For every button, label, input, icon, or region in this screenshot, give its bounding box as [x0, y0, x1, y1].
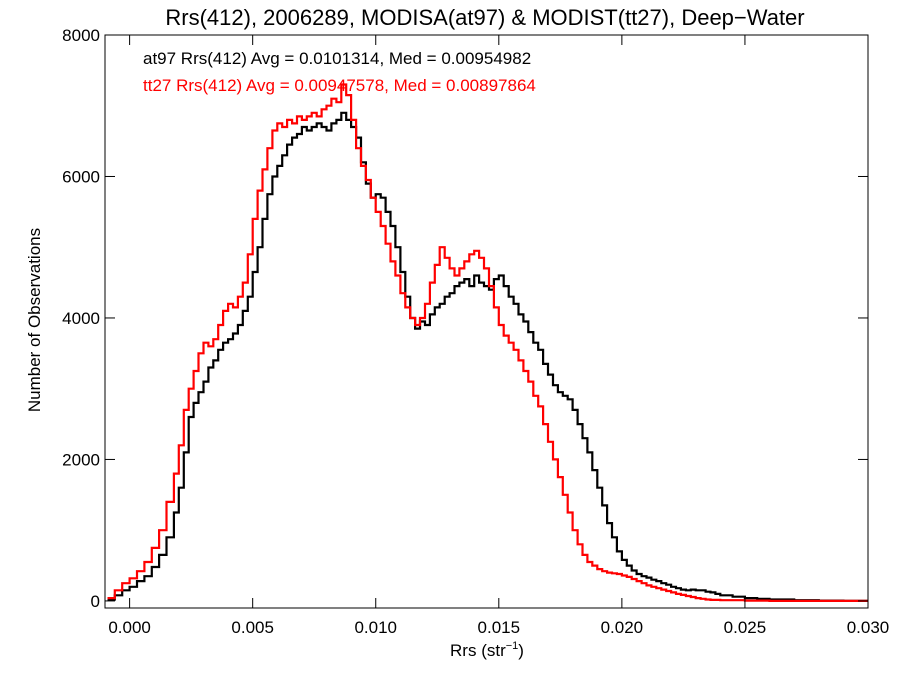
- axis-ticks: 0.000 0.005 0.010 0.015 0.020 0.025 0.030 0 2000…: [62, 26, 889, 637]
- x-tick-label: 0.000: [108, 618, 151, 637]
- plot-frame: [104, 34, 869, 609]
- x-tick-label: 0.010: [354, 618, 397, 637]
- y-tick-label: 4000: [62, 309, 100, 328]
- y-tick-label: 8000: [62, 26, 100, 45]
- x-tick-label: 0.015: [478, 618, 521, 637]
- x-axis-label-superscript: −1: [506, 640, 519, 652]
- y-tick-label: 0: [91, 592, 100, 611]
- x-tick-label: 0.030: [847, 618, 890, 637]
- annotations: at97 Rrs(412) Avg = 0.0101314, Med = 0.0…: [143, 49, 536, 95]
- plot-area-border: [104, 34, 869, 609]
- x-axis-label-text: Rrs (str: [450, 641, 506, 660]
- series-line-at97: [107, 111, 868, 602]
- y-tick-label: 2000: [62, 450, 100, 469]
- annotation-tt27: tt27 Rrs(412) Avg = 0.00947578, Med = 0.…: [143, 76, 536, 95]
- y-axis-label: Number of Observations: [25, 228, 44, 412]
- x-axis-label-close: ): [518, 641, 524, 660]
- x-tick-label: 0.005: [231, 618, 274, 637]
- x-tick-label: 0.025: [724, 618, 767, 637]
- series-line-tt27: [107, 83, 868, 602]
- series-layer: [107, 83, 868, 602]
- x-axis-label: Rrs (str−1): [450, 640, 524, 660]
- y-tick-label: 6000: [62, 167, 100, 186]
- annotation-at97: at97 Rrs(412) Avg = 0.0101314, Med = 0.0…: [143, 49, 531, 68]
- x-tick-label: 0.020: [601, 618, 644, 637]
- chart-title: Rrs(412), 2006289, MODISA(at97) & MODIST…: [165, 5, 804, 30]
